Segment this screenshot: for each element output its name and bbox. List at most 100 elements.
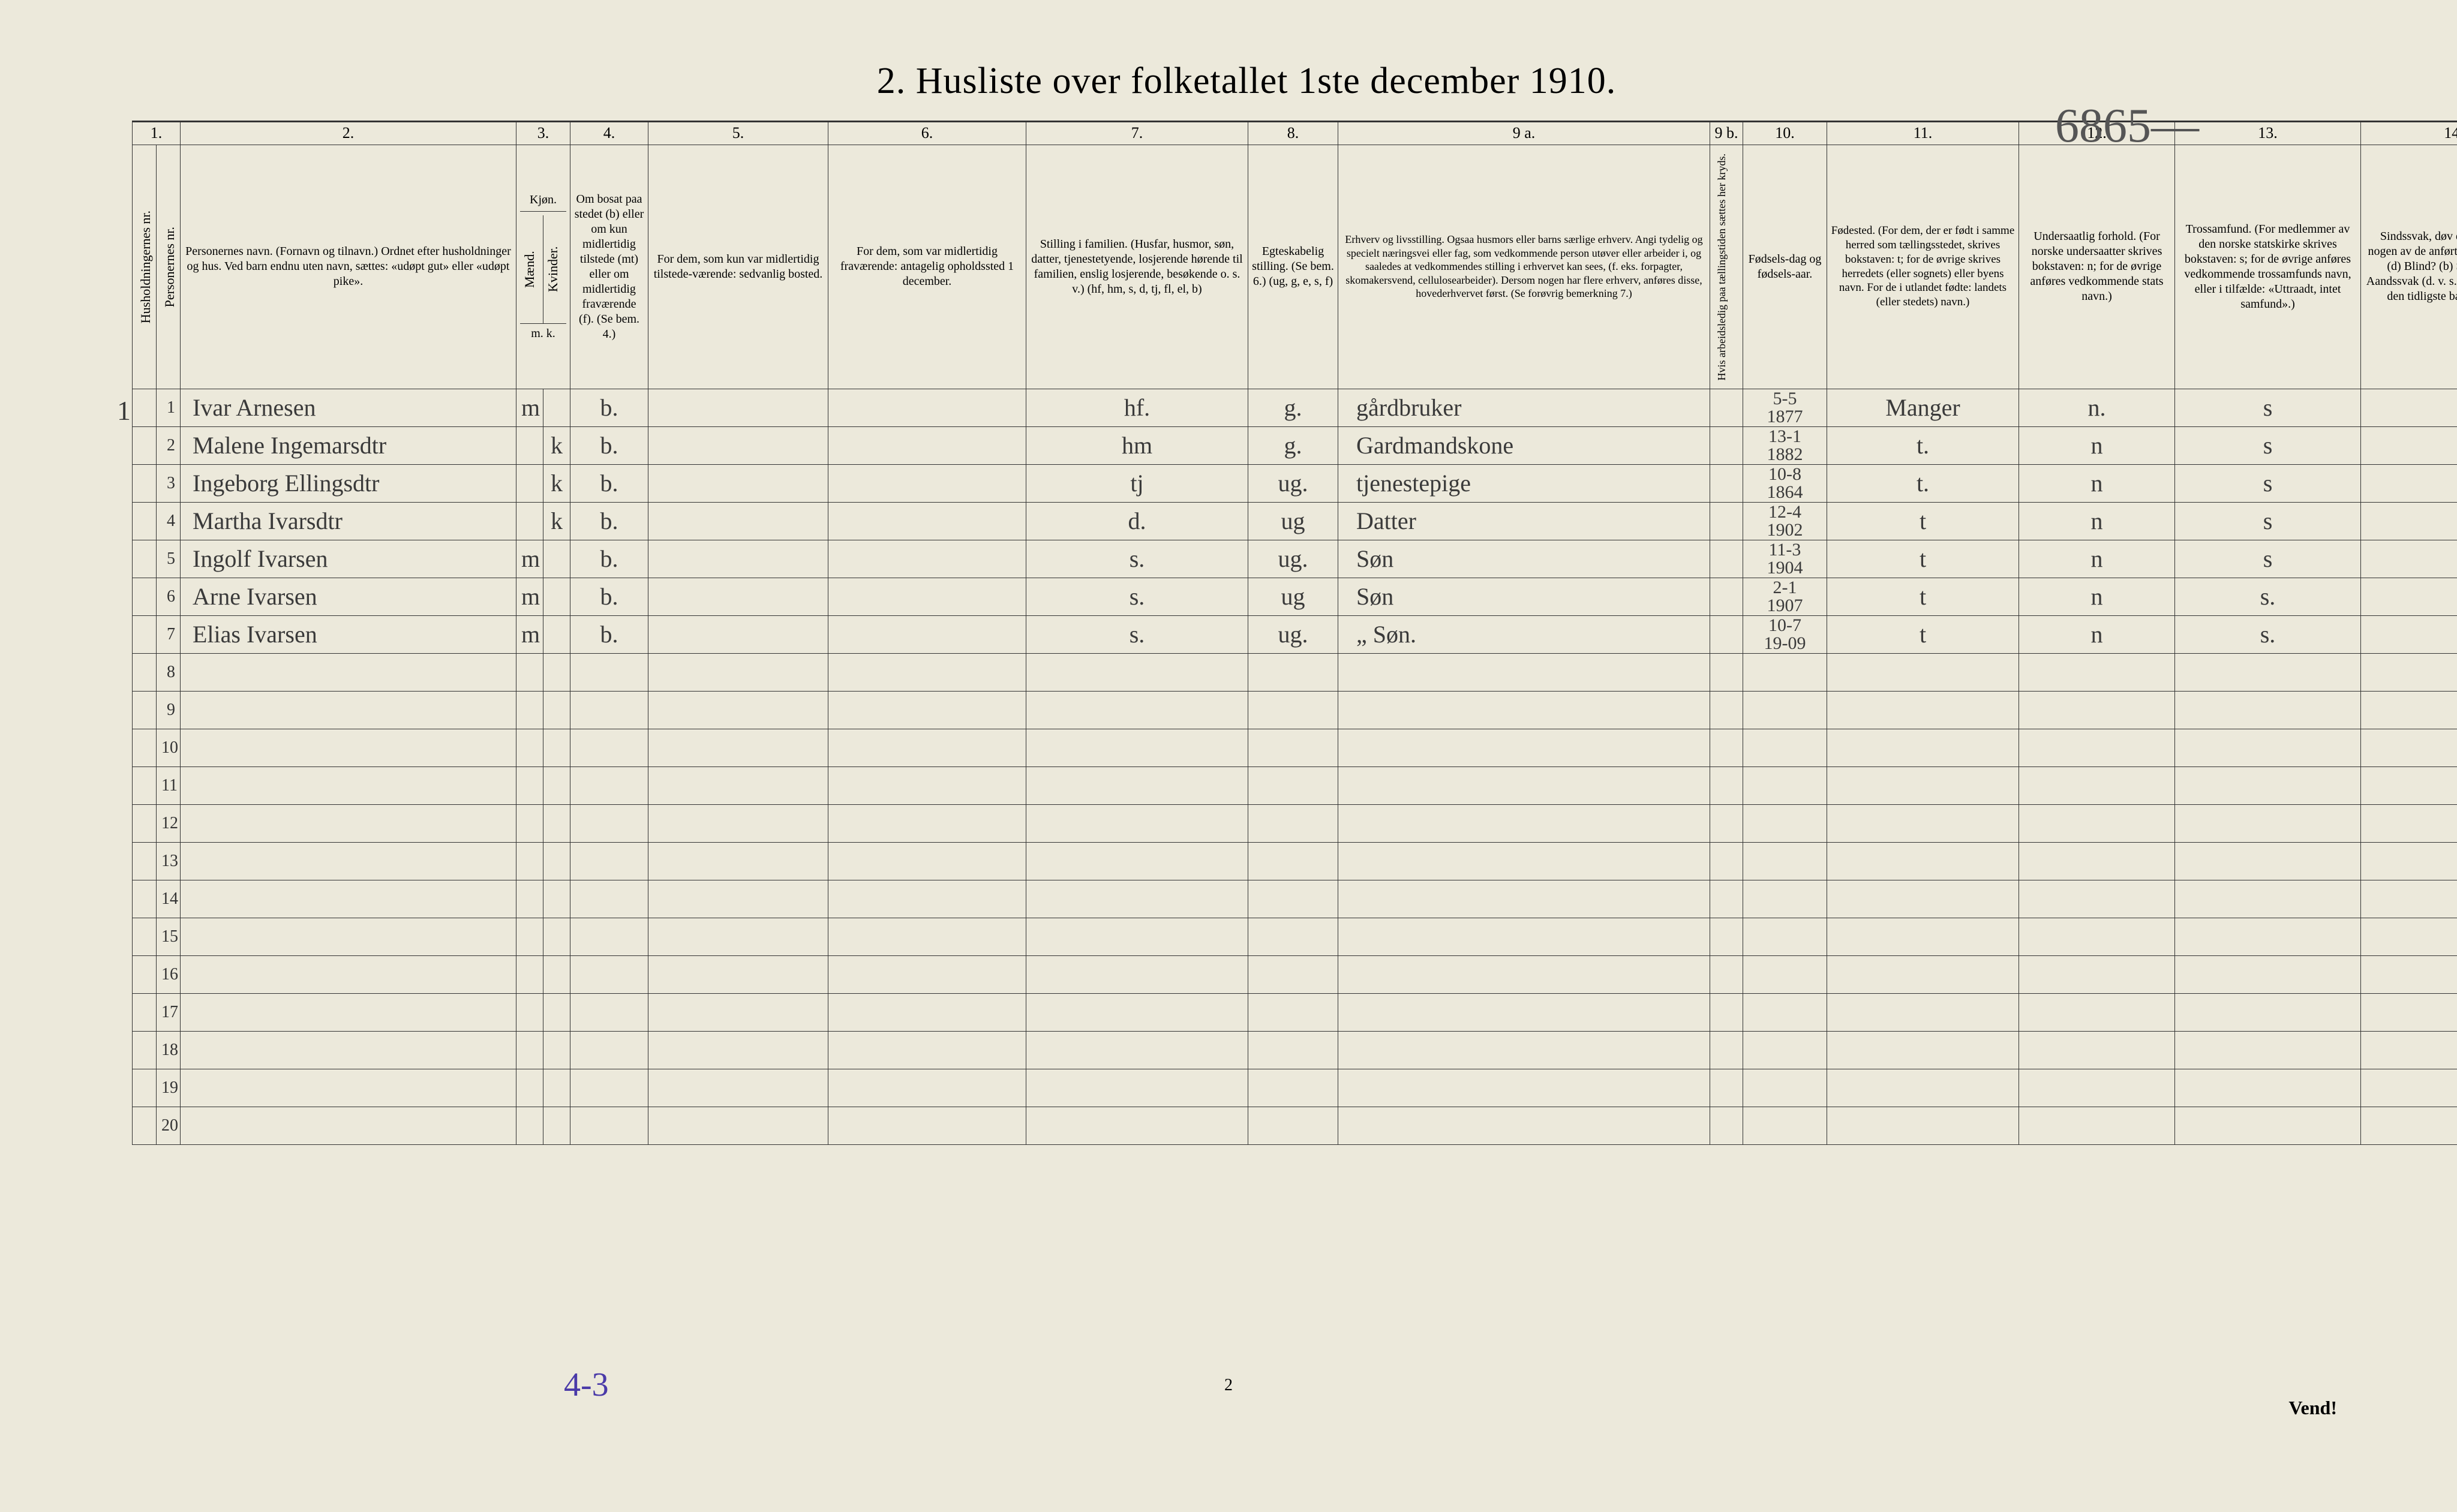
table-cell xyxy=(133,426,157,464)
table-cell xyxy=(1248,653,1338,691)
table-cell: s. xyxy=(1026,578,1248,615)
table-cell xyxy=(1710,880,1743,918)
table-cell xyxy=(543,1031,570,1069)
table-cell xyxy=(516,502,543,540)
table-cell xyxy=(648,653,828,691)
table-cell xyxy=(1026,1069,1248,1107)
table-cell xyxy=(828,766,1026,804)
table-cell xyxy=(2361,426,2457,464)
table-cell xyxy=(1827,729,2019,766)
table-cell: s. xyxy=(1026,615,1248,653)
census-table: 1. 2. 3. 4. 5. 6. 7. 8. 9 a. 9 b. 10. 11… xyxy=(132,121,2457,1145)
table-cell xyxy=(1743,1107,1827,1144)
table-cell xyxy=(828,426,1026,464)
colnum: 1. xyxy=(133,122,181,145)
table-cell xyxy=(1743,993,1827,1031)
table-cell xyxy=(648,804,828,842)
header-c8: Egteskabelig stilling. (Se bem. 6.) (ug,… xyxy=(1248,145,1338,389)
table-cell xyxy=(1026,880,1248,918)
table-cell xyxy=(2019,1069,2175,1107)
table-cell xyxy=(828,1069,1026,1107)
table-cell xyxy=(2361,1031,2457,1069)
table-cell: 10 xyxy=(157,729,181,766)
table-cell xyxy=(2175,955,2361,993)
table-cell xyxy=(516,426,543,464)
table-cell xyxy=(1710,918,1743,955)
table-cell xyxy=(1827,804,2019,842)
table-cell xyxy=(1710,691,1743,729)
table-cell: t xyxy=(1827,540,2019,578)
table-cell xyxy=(516,1107,543,1144)
table-cell xyxy=(1026,766,1248,804)
table-cell xyxy=(543,993,570,1031)
table-cell: hm xyxy=(1026,426,1248,464)
handwritten-annotation: 6865— xyxy=(2055,99,2199,154)
table-cell xyxy=(543,880,570,918)
table-cell xyxy=(1338,1069,1710,1107)
table-cell xyxy=(133,1107,157,1144)
table-cell xyxy=(570,1031,648,1069)
table-cell: 9 xyxy=(157,691,181,729)
table-cell: d. xyxy=(1026,502,1248,540)
table-cell xyxy=(570,653,648,691)
table-cell: s. xyxy=(2175,615,2361,653)
table-cell xyxy=(2361,729,2457,766)
header-pn: Personernes nr. xyxy=(157,145,181,389)
table-cell xyxy=(543,842,570,880)
table-cell xyxy=(1026,918,1248,955)
table-cell xyxy=(181,729,516,766)
table-cell xyxy=(1248,993,1338,1031)
table-row: 20 xyxy=(133,1107,2457,1144)
table-cell xyxy=(648,389,828,426)
table-cell: Ingolf Ivarsen xyxy=(181,540,516,578)
table-cell: Martha Ivarsdtr xyxy=(181,502,516,540)
page-title: 2. Husliste over folketallet 1ste decemb… xyxy=(132,60,2361,103)
table-cell xyxy=(648,1069,828,1107)
table-cell: 12-41902 xyxy=(1743,502,1827,540)
table-cell: Søn xyxy=(1338,540,1710,578)
table-cell xyxy=(543,691,570,729)
colnum: 2. xyxy=(181,122,516,145)
table-cell: m xyxy=(516,389,543,426)
table-cell xyxy=(2175,1107,2361,1144)
table-cell xyxy=(1248,729,1338,766)
table-cell: g. xyxy=(1248,426,1338,464)
table-cell xyxy=(1248,955,1338,993)
table-cell xyxy=(1827,691,2019,729)
table-cell xyxy=(1026,955,1248,993)
table-cell: 17 xyxy=(157,993,181,1031)
table-cell xyxy=(2361,691,2457,729)
table-cell xyxy=(1026,804,1248,842)
table-cell xyxy=(2361,578,2457,615)
table-cell: m xyxy=(516,615,543,653)
table-cell xyxy=(133,766,157,804)
table-cell xyxy=(648,880,828,918)
table-cell xyxy=(2361,653,2457,691)
table-cell xyxy=(1026,1031,1248,1069)
table-cell xyxy=(828,464,1026,502)
table-cell: n xyxy=(2019,578,2175,615)
colnum: 10. xyxy=(1743,122,1827,145)
table-cell xyxy=(133,615,157,653)
table-cell xyxy=(1827,842,2019,880)
table-cell xyxy=(133,653,157,691)
table-cell xyxy=(1248,842,1338,880)
table-cell xyxy=(2361,955,2457,993)
table-cell xyxy=(133,729,157,766)
table-cell xyxy=(570,880,648,918)
table-cell: 10-81864 xyxy=(1743,464,1827,502)
table-cell xyxy=(1248,880,1338,918)
table-cell: 2 xyxy=(157,426,181,464)
table-cell xyxy=(2175,918,2361,955)
table-cell xyxy=(570,918,648,955)
table-cell xyxy=(1026,691,1248,729)
table-cell: s xyxy=(2175,426,2361,464)
table-cell xyxy=(2019,955,2175,993)
table-cell xyxy=(181,691,516,729)
header-c13: Trossamfund. (For medlemmer av den norsk… xyxy=(2175,145,2361,389)
table-cell xyxy=(1338,955,1710,993)
table-cell xyxy=(828,502,1026,540)
header-name: Personernes navn. (Fornavn og tilnavn.) … xyxy=(181,145,516,389)
table-cell xyxy=(133,691,157,729)
bottom-annotation: 4-3 xyxy=(564,1366,609,1404)
